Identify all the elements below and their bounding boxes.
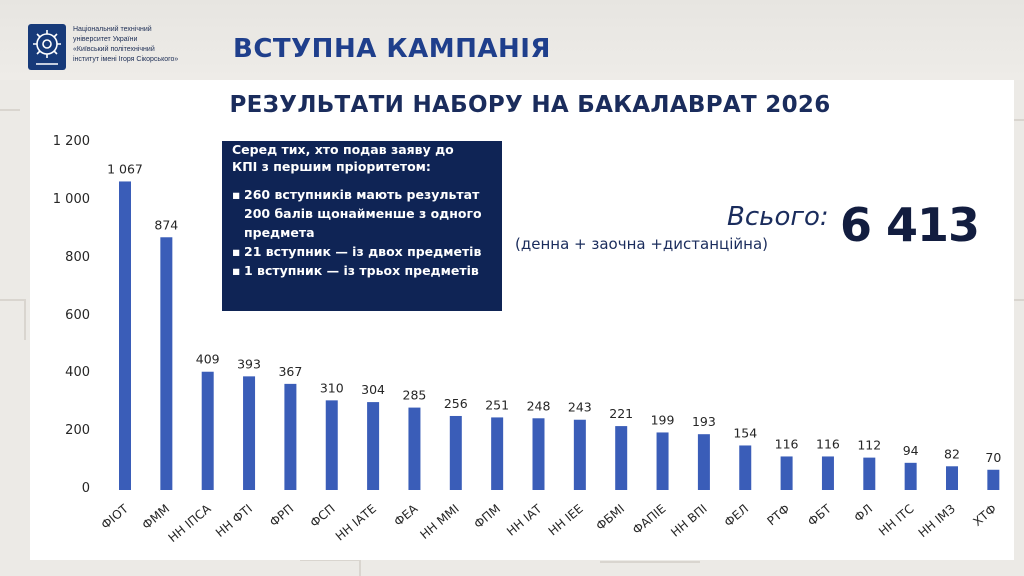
bar-value-label: 367 <box>278 364 302 379</box>
bar-ФПМ <box>491 417 504 490</box>
x-category-label: ФАПІЕ <box>630 502 669 538</box>
content-panel <box>30 80 1014 560</box>
bar-НН ІТС <box>904 462 917 490</box>
bar-value-label: 256 <box>444 396 468 411</box>
x-category-label: НН ММІ <box>417 502 461 542</box>
bar-value-label: 874 <box>154 217 178 232</box>
total-label: Всього: <box>727 202 829 232</box>
info-bullet: 1 вступник — із трьох предметів <box>232 261 494 280</box>
x-category-label: НН ІПСА <box>166 501 215 545</box>
x-category-label: НН ІМЗ <box>916 502 958 541</box>
bar-РТФ <box>780 456 793 490</box>
y-tick-label: 800 <box>65 249 90 265</box>
bar-value-label: 193 <box>692 414 716 429</box>
bar-ФЕЛ <box>739 445 752 490</box>
bar-value-label: 154 <box>733 425 757 440</box>
bar-ФЕА <box>408 407 421 490</box>
x-category-label: ФБТ <box>805 501 834 529</box>
x-category-label: ФПМ <box>471 502 503 532</box>
y-tick-label: 200 <box>65 423 90 439</box>
info-intro: Серед тих, хто подав заяву до КПІ з перш… <box>232 142 454 174</box>
bar-ХТФ <box>987 469 1000 490</box>
x-category-label: ФЛ <box>851 502 875 525</box>
bar-value-label: 94 <box>903 443 919 458</box>
organization-name: Національний технічний університет Украї… <box>73 25 223 65</box>
bar-value-label: 304 <box>361 382 385 397</box>
info-box: Серед тих, хто подав заяву до КПІ з перш… <box>222 141 502 311</box>
header-strip <box>0 0 1024 80</box>
bar-value-label: 116 <box>775 436 799 451</box>
bar-value-label: 199 <box>651 412 675 427</box>
bar-ФРП <box>284 383 297 490</box>
bar-value-label: 116 <box>816 436 840 451</box>
bar-ФБМІ <box>615 426 628 490</box>
y-tick-label: 1 000 <box>52 191 90 207</box>
info-bullet: 21 вступник — із двох предметів <box>232 242 494 261</box>
bar-НН ІПСА <box>201 371 214 490</box>
x-category-label: НН ІЕЕ <box>546 502 586 539</box>
university-logo <box>28 24 66 70</box>
x-category-label: ФРП <box>267 502 296 530</box>
x-category-label: ХТФ <box>970 502 999 529</box>
x-category-label: НН ВПІ <box>668 502 710 540</box>
org-line: «Київський політехнічний <box>73 46 155 53</box>
bar-value-label: 82 <box>944 446 960 461</box>
info-bullet: 260 вступників мають результат 200 балів… <box>232 185 494 242</box>
bar-ФБТ <box>821 456 834 490</box>
org-line: Національний технічний <box>73 26 152 33</box>
y-tick-label: 400 <box>65 365 90 381</box>
x-category-label: НН ІТС <box>876 502 916 539</box>
total-value: 6 413 <box>840 198 980 252</box>
chart-title: РЕЗУЛЬТАТИ НАБОРУ НА БАКАЛАВРАТ 2026 <box>229 92 831 118</box>
total-note: (денна + заочна +дистанційна) <box>515 235 768 253</box>
x-category-label: НН ІАТЕ <box>333 502 379 544</box>
bar-НН ВПІ <box>697 434 710 490</box>
bar-НН ІАТЕ <box>367 402 380 490</box>
info-bullet-list: 260 вступників мають результат 200 балів… <box>232 185 494 280</box>
x-category-label: ФЕА <box>391 501 421 529</box>
y-tick-label: 1 200 <box>52 134 90 149</box>
bar-ФСП <box>325 400 338 490</box>
bar-value-label: 251 <box>485 397 509 412</box>
bar-value-label: 1 067 <box>107 161 143 176</box>
bar-НН ІЕЕ <box>573 419 586 490</box>
bar-НН ІМЗ <box>946 466 958 490</box>
bar-value-label: 248 <box>527 398 551 413</box>
x-category-label: ФСП <box>307 502 337 531</box>
bar-value-label: 393 <box>237 356 261 371</box>
campaign-title: ВСТУПНА КАМПАНІЯ <box>233 34 551 64</box>
x-category-label: НН ІАТ <box>504 501 545 538</box>
x-category-label: ФЕЛ <box>722 502 752 530</box>
bar-value-label: 112 <box>857 438 881 453</box>
bar-value-label: 221 <box>609 406 633 421</box>
bar-value-label: 70 <box>985 450 1001 465</box>
org-line: університет України <box>73 36 138 43</box>
y-tick-label: 600 <box>65 307 90 323</box>
x-category-label: ФІОТ <box>98 501 131 532</box>
bar-value-label: 285 <box>403 388 427 403</box>
bar-value-label: 409 <box>196 352 220 367</box>
bar-ФАПІЕ <box>656 432 669 490</box>
y-tick-label: 0 <box>81 481 90 496</box>
bar-ФЛ <box>863 457 876 490</box>
bar-ФІОТ <box>119 181 131 490</box>
x-category-label: РТФ <box>764 502 792 529</box>
x-category-label: ФММ <box>139 502 172 533</box>
x-category-label: НН ФТІ <box>213 502 255 540</box>
bar-НН ММІ <box>449 415 462 490</box>
bar-НН ФТІ <box>243 376 256 490</box>
org-line: інститут імені Ігоря Сікорського» <box>73 56 179 63</box>
x-category-label: ФБМІ <box>593 502 627 534</box>
bar-value-label: 310 <box>320 380 344 395</box>
bar-ФММ <box>160 237 173 490</box>
bar-НН ІАТ <box>532 418 545 490</box>
bar-value-label: 243 <box>568 400 592 415</box>
